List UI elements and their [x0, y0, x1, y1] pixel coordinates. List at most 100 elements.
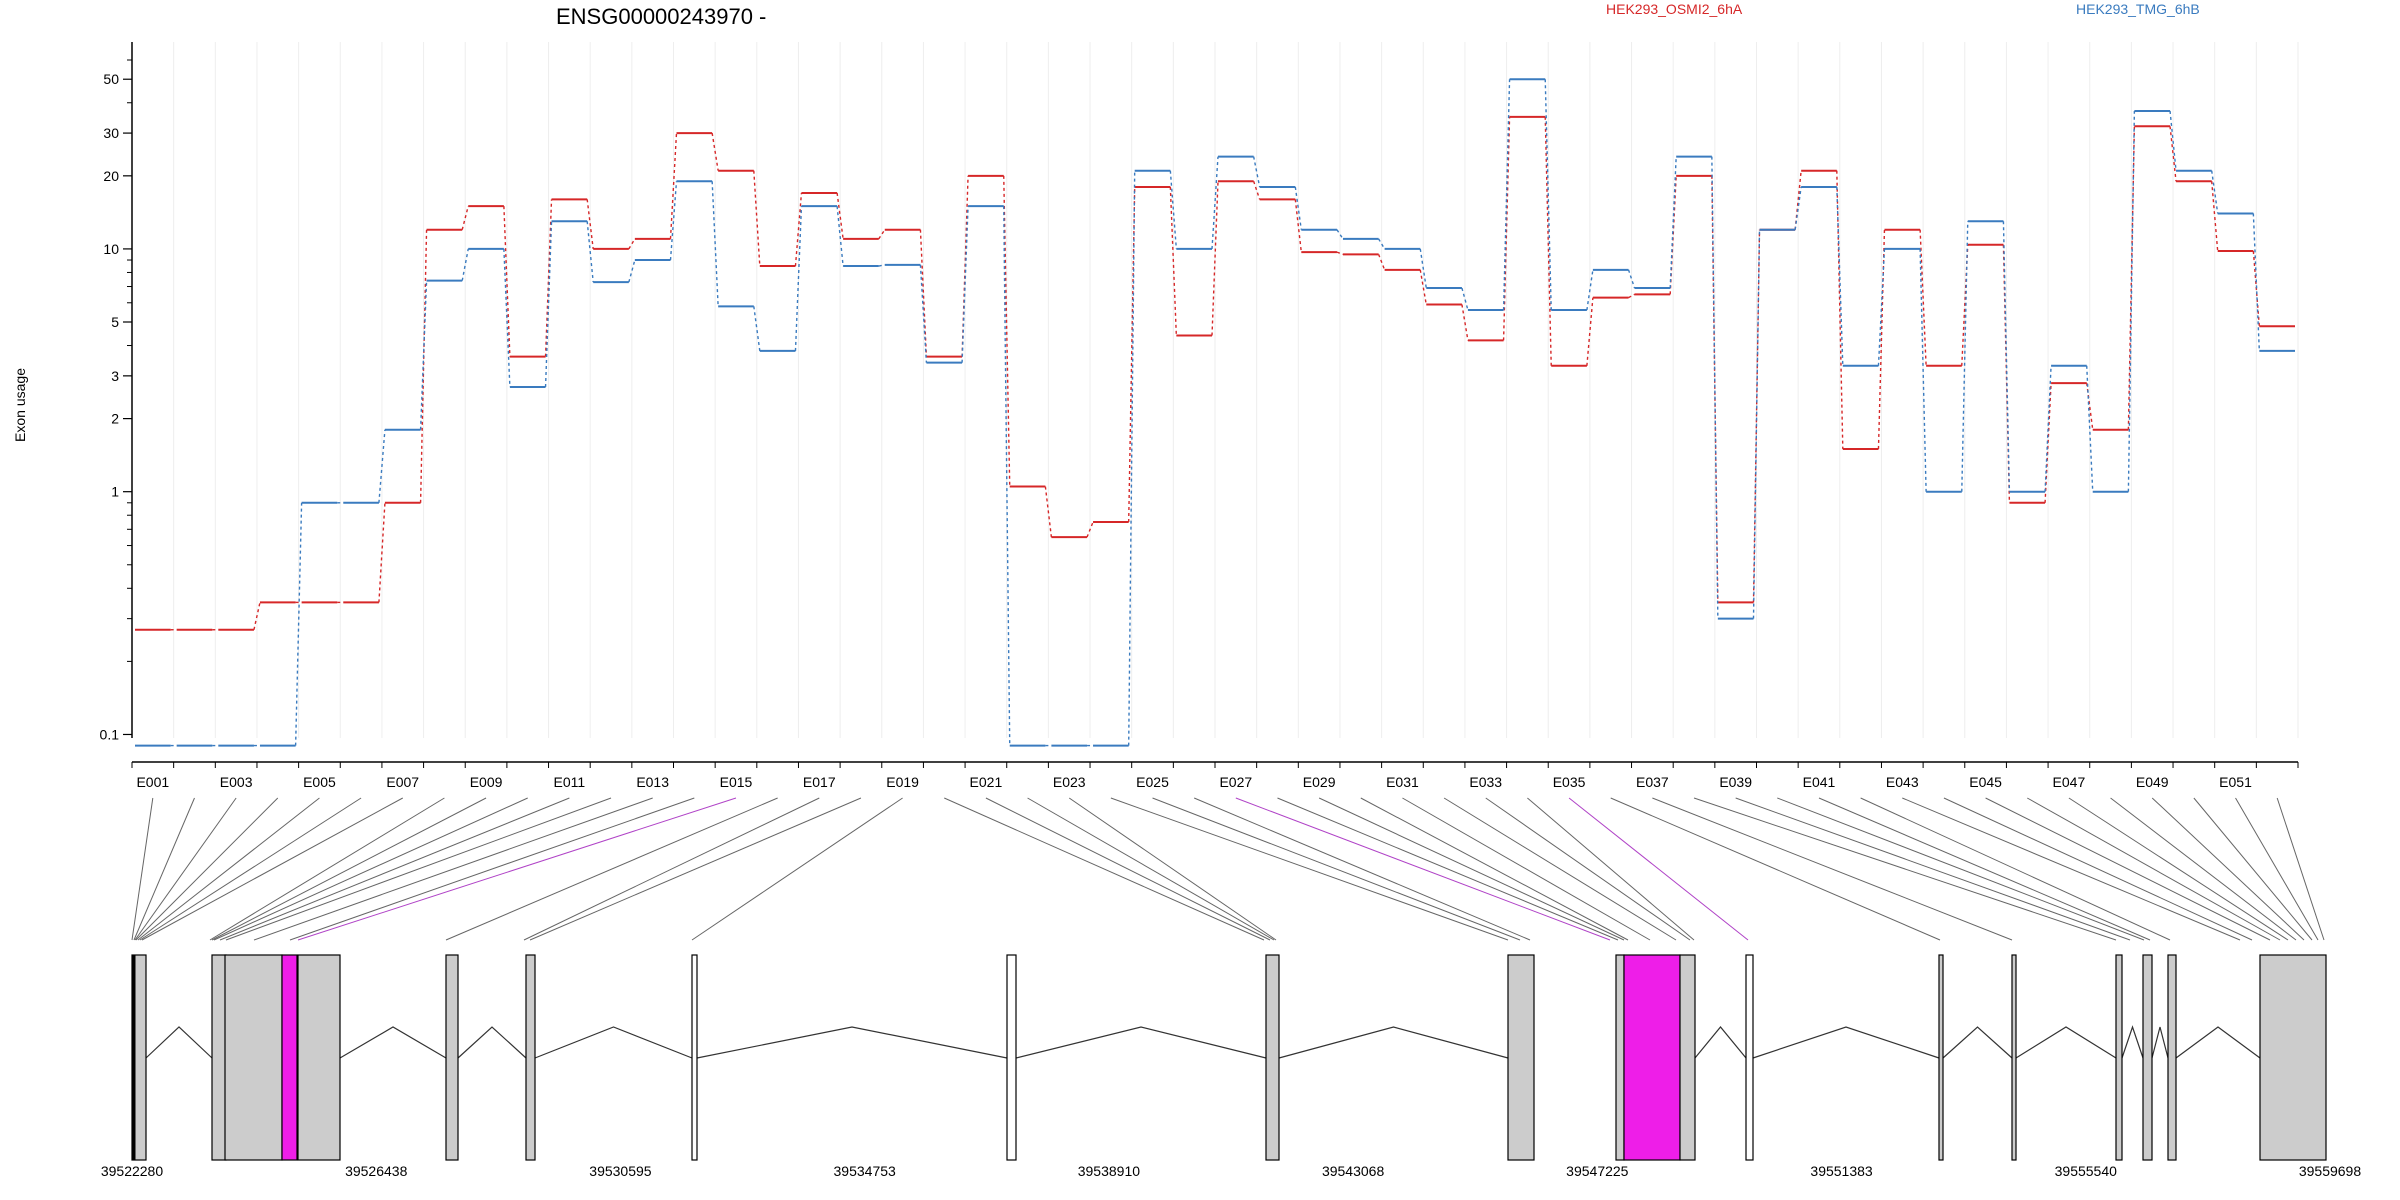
x-tick-label: E041: [1803, 774, 1836, 790]
y-axis: 0.1 1 2 3 5 10 20 30 50: [100, 42, 133, 742]
intron-line: [1278, 1026, 1509, 1059]
exon-connector: [2068, 797, 2289, 941]
exon-connector: [209, 797, 445, 941]
x-tick-label: E007: [386, 774, 419, 790]
series-connector: [1336, 229, 1344, 240]
exon-connector: [985, 797, 1271, 941]
series-connector: [1419, 248, 1427, 289]
y-tick-label: 0.1: [100, 726, 120, 742]
exon-connector: [1360, 797, 1629, 941]
intron-line: [2175, 1026, 2261, 1059]
series-connector: [753, 306, 761, 352]
intron-line: [145, 1026, 213, 1059]
exon-connector: [2193, 797, 2313, 941]
x-tick-label: E047: [2053, 774, 2086, 790]
series-connector: [2210, 170, 2219, 214]
exon-box: [1507, 954, 1535, 1161]
series-connector: [1502, 116, 1511, 341]
series-connector: [419, 280, 428, 430]
series-connector: [1502, 79, 1511, 311]
genomic-coordinate-label: 39530595: [589, 1163, 652, 1179]
x-axis: E001 E003 E005 E007 E009 E011 E013 E015 E017 E019…: [131, 761, 2299, 790]
series-connector: [919, 264, 928, 363]
series-connector: [794, 206, 803, 351]
x-tick-label: E013: [636, 774, 669, 790]
intron-line: [1942, 1026, 2013, 1059]
series-connector: [1628, 293, 1635, 299]
intron-line: [696, 1026, 1008, 1059]
series-connector: [1836, 170, 1844, 449]
x-tick-label: E009: [470, 774, 503, 790]
series-connector: [1377, 254, 1386, 271]
series-connector: [878, 264, 885, 267]
series-connector: [294, 502, 303, 746]
chart-title: ENSG00000243970 -: [556, 4, 766, 29]
series-connector: [794, 192, 803, 267]
exon-box: [445, 954, 459, 1161]
series-connector: [1294, 186, 1303, 230]
y-tick-label: 20: [103, 168, 119, 184]
exon-connector: [211, 797, 487, 941]
series-connector: [1586, 269, 1594, 311]
x-tick-label: E049: [2136, 774, 2169, 790]
series-connector: [461, 205, 469, 230]
exon-connector: [225, 797, 612, 941]
x-tick-label: E033: [1469, 774, 1502, 790]
intron-line: [339, 1026, 447, 1059]
genomic-coordinate-label: 39559698: [2299, 1163, 2362, 1179]
series-2: [135, 78, 2295, 747]
exon-connector: [2110, 797, 2297, 941]
exon-connector: [1402, 797, 1651, 941]
series-connector: [1003, 175, 1011, 487]
series-connector: [1919, 248, 1927, 492]
x-tick-label: E005: [303, 774, 336, 790]
exon-connector: [1068, 797, 1277, 941]
series-connector: [544, 221, 553, 387]
x-tick-label: E043: [1886, 774, 1919, 790]
exon-connector: [1902, 797, 2241, 941]
x-tick-label: E045: [1969, 774, 2002, 790]
y-tick-label: 2: [111, 411, 119, 427]
exon-connector: [529, 797, 862, 941]
series-connector: [836, 206, 844, 267]
exon-connector: [1985, 797, 2271, 941]
series-connector: [1711, 156, 1719, 619]
y-tick-label: 1: [111, 484, 119, 500]
series-connector: [669, 181, 678, 261]
exon-connector: [141, 797, 403, 941]
genomic-coordinate-label: 39551383: [1810, 1163, 1873, 1179]
series-layer: [135, 78, 2295, 747]
y-tick-label: 10: [103, 241, 119, 257]
series-connector: [461, 248, 469, 281]
x-tick-label: E035: [1553, 774, 1586, 790]
exon-connector: [1110, 797, 1509, 941]
exon-box: [2115, 954, 2123, 1161]
exon-connector: [134, 797, 237, 941]
x-tick-label: E037: [1636, 774, 1669, 790]
y-tick-label: 3: [111, 368, 119, 384]
intron-line: [2121, 1025, 2144, 1059]
x-tick-label: E027: [1219, 774, 1252, 790]
series-connector: [1169, 186, 1178, 336]
exon-connector: [1235, 797, 1611, 941]
series-connector: [1961, 244, 1969, 366]
exon-box: [1265, 954, 1280, 1161]
series-connector: [711, 132, 719, 171]
gene-model: [131, 954, 2327, 1161]
x-tick-label: E001: [136, 774, 169, 790]
series-connector: [1127, 186, 1136, 523]
exon-box: [2142, 954, 2153, 1161]
series-connector: [2252, 213, 2261, 351]
exon-connector: [1568, 797, 1749, 941]
exon-box: [1006, 954, 1017, 1161]
exon-connector: [1652, 797, 2013, 941]
exon-connector: [1777, 797, 2145, 941]
series-connector: [1044, 486, 1053, 538]
y-tick-label: 30: [103, 125, 119, 141]
exon-connector: [1318, 797, 1625, 941]
series-connector: [1252, 156, 1261, 188]
grid-lines: [131, 42, 2299, 738]
exon-connector: [131, 797, 154, 941]
series-connector: [1794, 170, 1802, 230]
exon-connector: [1152, 797, 1521, 941]
